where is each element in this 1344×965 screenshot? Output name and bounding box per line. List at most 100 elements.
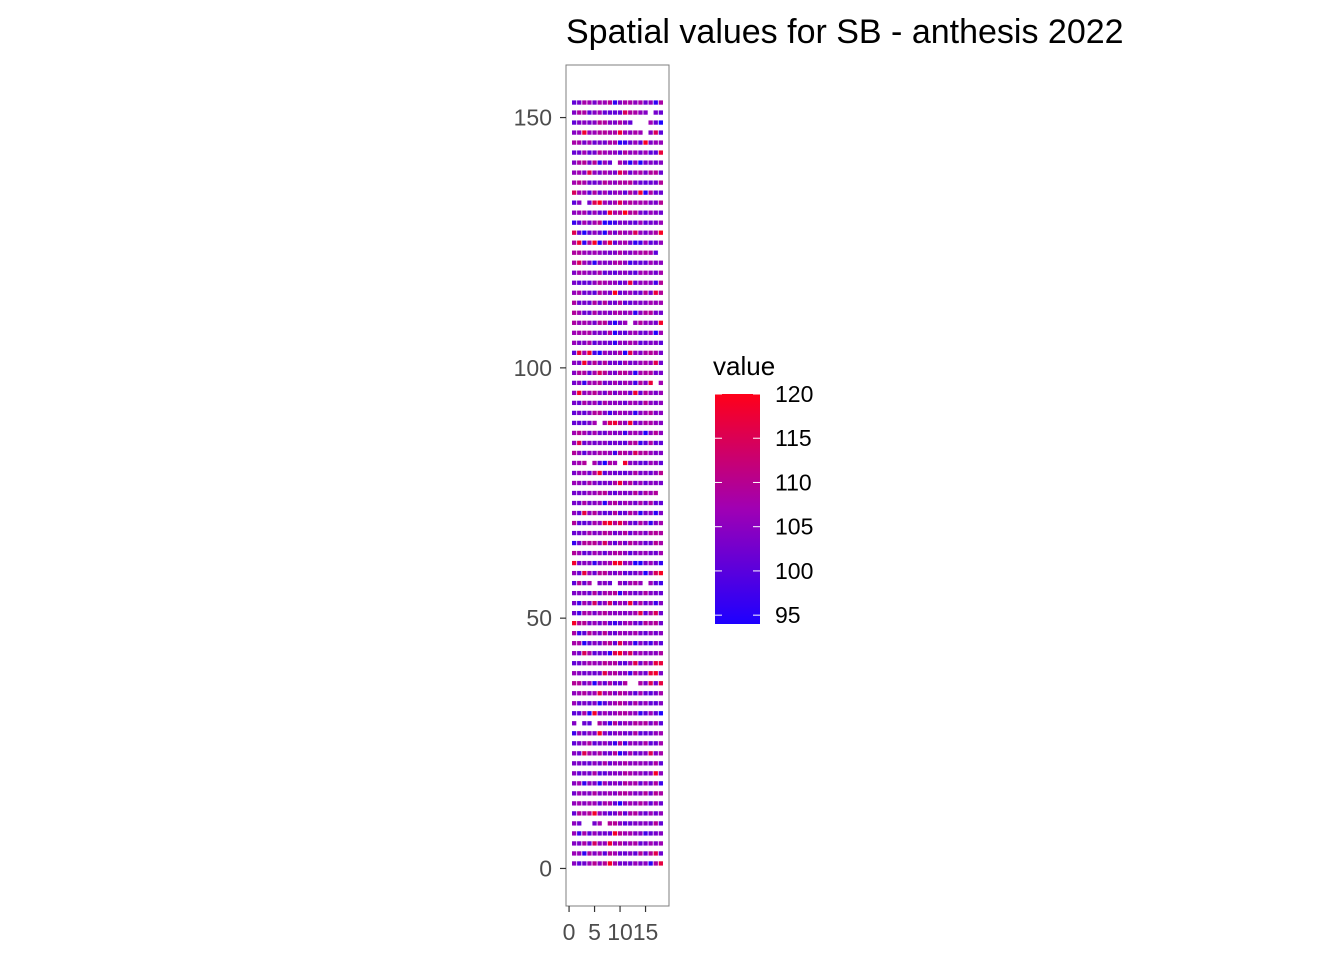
heatmap-cell [653, 520, 658, 526]
heatmap-cell [587, 250, 592, 255]
heatmap-cell [658, 831, 663, 836]
heatmap-cell [597, 811, 602, 816]
heatmap-cell [577, 450, 582, 456]
heatmap-cell [597, 641, 602, 646]
heatmap-cell [582, 280, 587, 285]
heatmap-cell [607, 631, 612, 636]
heatmap-cell [597, 470, 602, 476]
heatmap-cell [653, 530, 658, 536]
heatmap-cell [638, 160, 643, 165]
heatmap-cell [658, 651, 663, 656]
heatmap-cell [648, 801, 653, 806]
heatmap-cell [648, 771, 653, 776]
heatmap-cell [592, 590, 597, 596]
heatmap-cell [597, 100, 602, 105]
heatmap-cell [602, 230, 607, 235]
heatmap-cell [628, 731, 633, 736]
heatmap-cell [617, 691, 623, 696]
heatmap-cell [653, 641, 658, 646]
heatmap-cell [597, 550, 602, 556]
heatmap-cell [577, 761, 582, 766]
heatmap-cell [617, 190, 623, 195]
heatmap-cell [658, 570, 663, 576]
heatmap-cell [653, 460, 658, 466]
heatmap-cell [638, 280, 643, 285]
heatmap-cell [658, 681, 663, 686]
heatmap-cell [612, 821, 618, 826]
heatmap-cell [658, 671, 663, 676]
heatmap-cell [612, 641, 618, 646]
heatmap-cell [653, 170, 658, 175]
heatmap-cell [582, 310, 587, 315]
heatmap-cell [653, 731, 658, 736]
heatmap-cell [612, 661, 618, 666]
heatmap-cell [587, 220, 592, 225]
heatmap-cell [607, 600, 612, 606]
heatmap-cell [572, 270, 577, 275]
heatmap-cell [577, 691, 582, 696]
heatmap-cell [612, 370, 618, 376]
heatmap-cell [607, 801, 612, 806]
heatmap-cell [653, 330, 658, 335]
heatmap-cell [592, 200, 597, 205]
heatmap-cell [638, 150, 643, 155]
heatmap-cell [607, 711, 612, 716]
heatmap-cell [643, 380, 648, 386]
heatmap-cell [638, 360, 643, 365]
heatmap-cell [602, 170, 607, 175]
heatmap-cell [638, 831, 643, 836]
heatmap-cell [653, 400, 658, 406]
heatmap-cell [653, 751, 658, 756]
heatmap-cell [658, 600, 663, 606]
heatmap-cell [658, 560, 663, 566]
heatmap-cell [658, 350, 663, 355]
heatmap-cell [582, 851, 587, 856]
heatmap-cell [628, 300, 633, 305]
heatmap-cell [638, 731, 643, 736]
heatmap-cell [582, 570, 587, 576]
heatmap-cell [602, 450, 607, 456]
heatmap-cell [607, 160, 612, 165]
heatmap-cell [607, 380, 612, 386]
heatmap-cell [658, 180, 663, 185]
heatmap-cell [633, 580, 638, 586]
heatmap-cell [658, 661, 663, 666]
heatmap-cell [572, 340, 577, 345]
heatmap-cell [628, 590, 633, 596]
heatmap-cell [597, 590, 602, 596]
heatmap-cell [617, 360, 623, 365]
heatmap-cell [628, 340, 633, 345]
heatmap-cell [617, 711, 623, 716]
heatmap-cell [572, 170, 577, 175]
heatmap-cell [607, 340, 612, 345]
heatmap-cell [577, 410, 582, 416]
heatmap-cell [628, 691, 633, 696]
heatmap-cell [643, 310, 648, 315]
heatmap-cell [638, 590, 643, 596]
heatmap-cell [582, 651, 587, 656]
heatmap-cell [577, 110, 582, 115]
heatmap-cell [602, 841, 607, 846]
heatmap-cell [592, 711, 597, 716]
heatmap-cell [617, 771, 623, 776]
heatmap-cell [602, 270, 607, 275]
heatmap-cell [607, 641, 612, 646]
heatmap-cell [597, 340, 602, 345]
heatmap-cell [592, 270, 597, 275]
heatmap-cell [597, 731, 602, 736]
heatmap-cell [643, 861, 648, 866]
heatmap-cell [602, 510, 607, 516]
heatmap-cell [597, 330, 602, 335]
heatmap-cell [607, 190, 612, 195]
heatmap-cell [623, 651, 628, 656]
heatmap-cell [648, 661, 653, 666]
heatmap-cell [617, 801, 623, 806]
heatmap-cell [597, 831, 602, 836]
heatmap-cell [617, 520, 623, 526]
heatmap-cell [648, 811, 653, 816]
heatmap-cell [628, 350, 633, 355]
heatmap-cell [577, 340, 582, 345]
heatmap-cell [643, 530, 648, 536]
heatmap-cell [612, 280, 618, 285]
heatmap-cell [597, 691, 602, 696]
